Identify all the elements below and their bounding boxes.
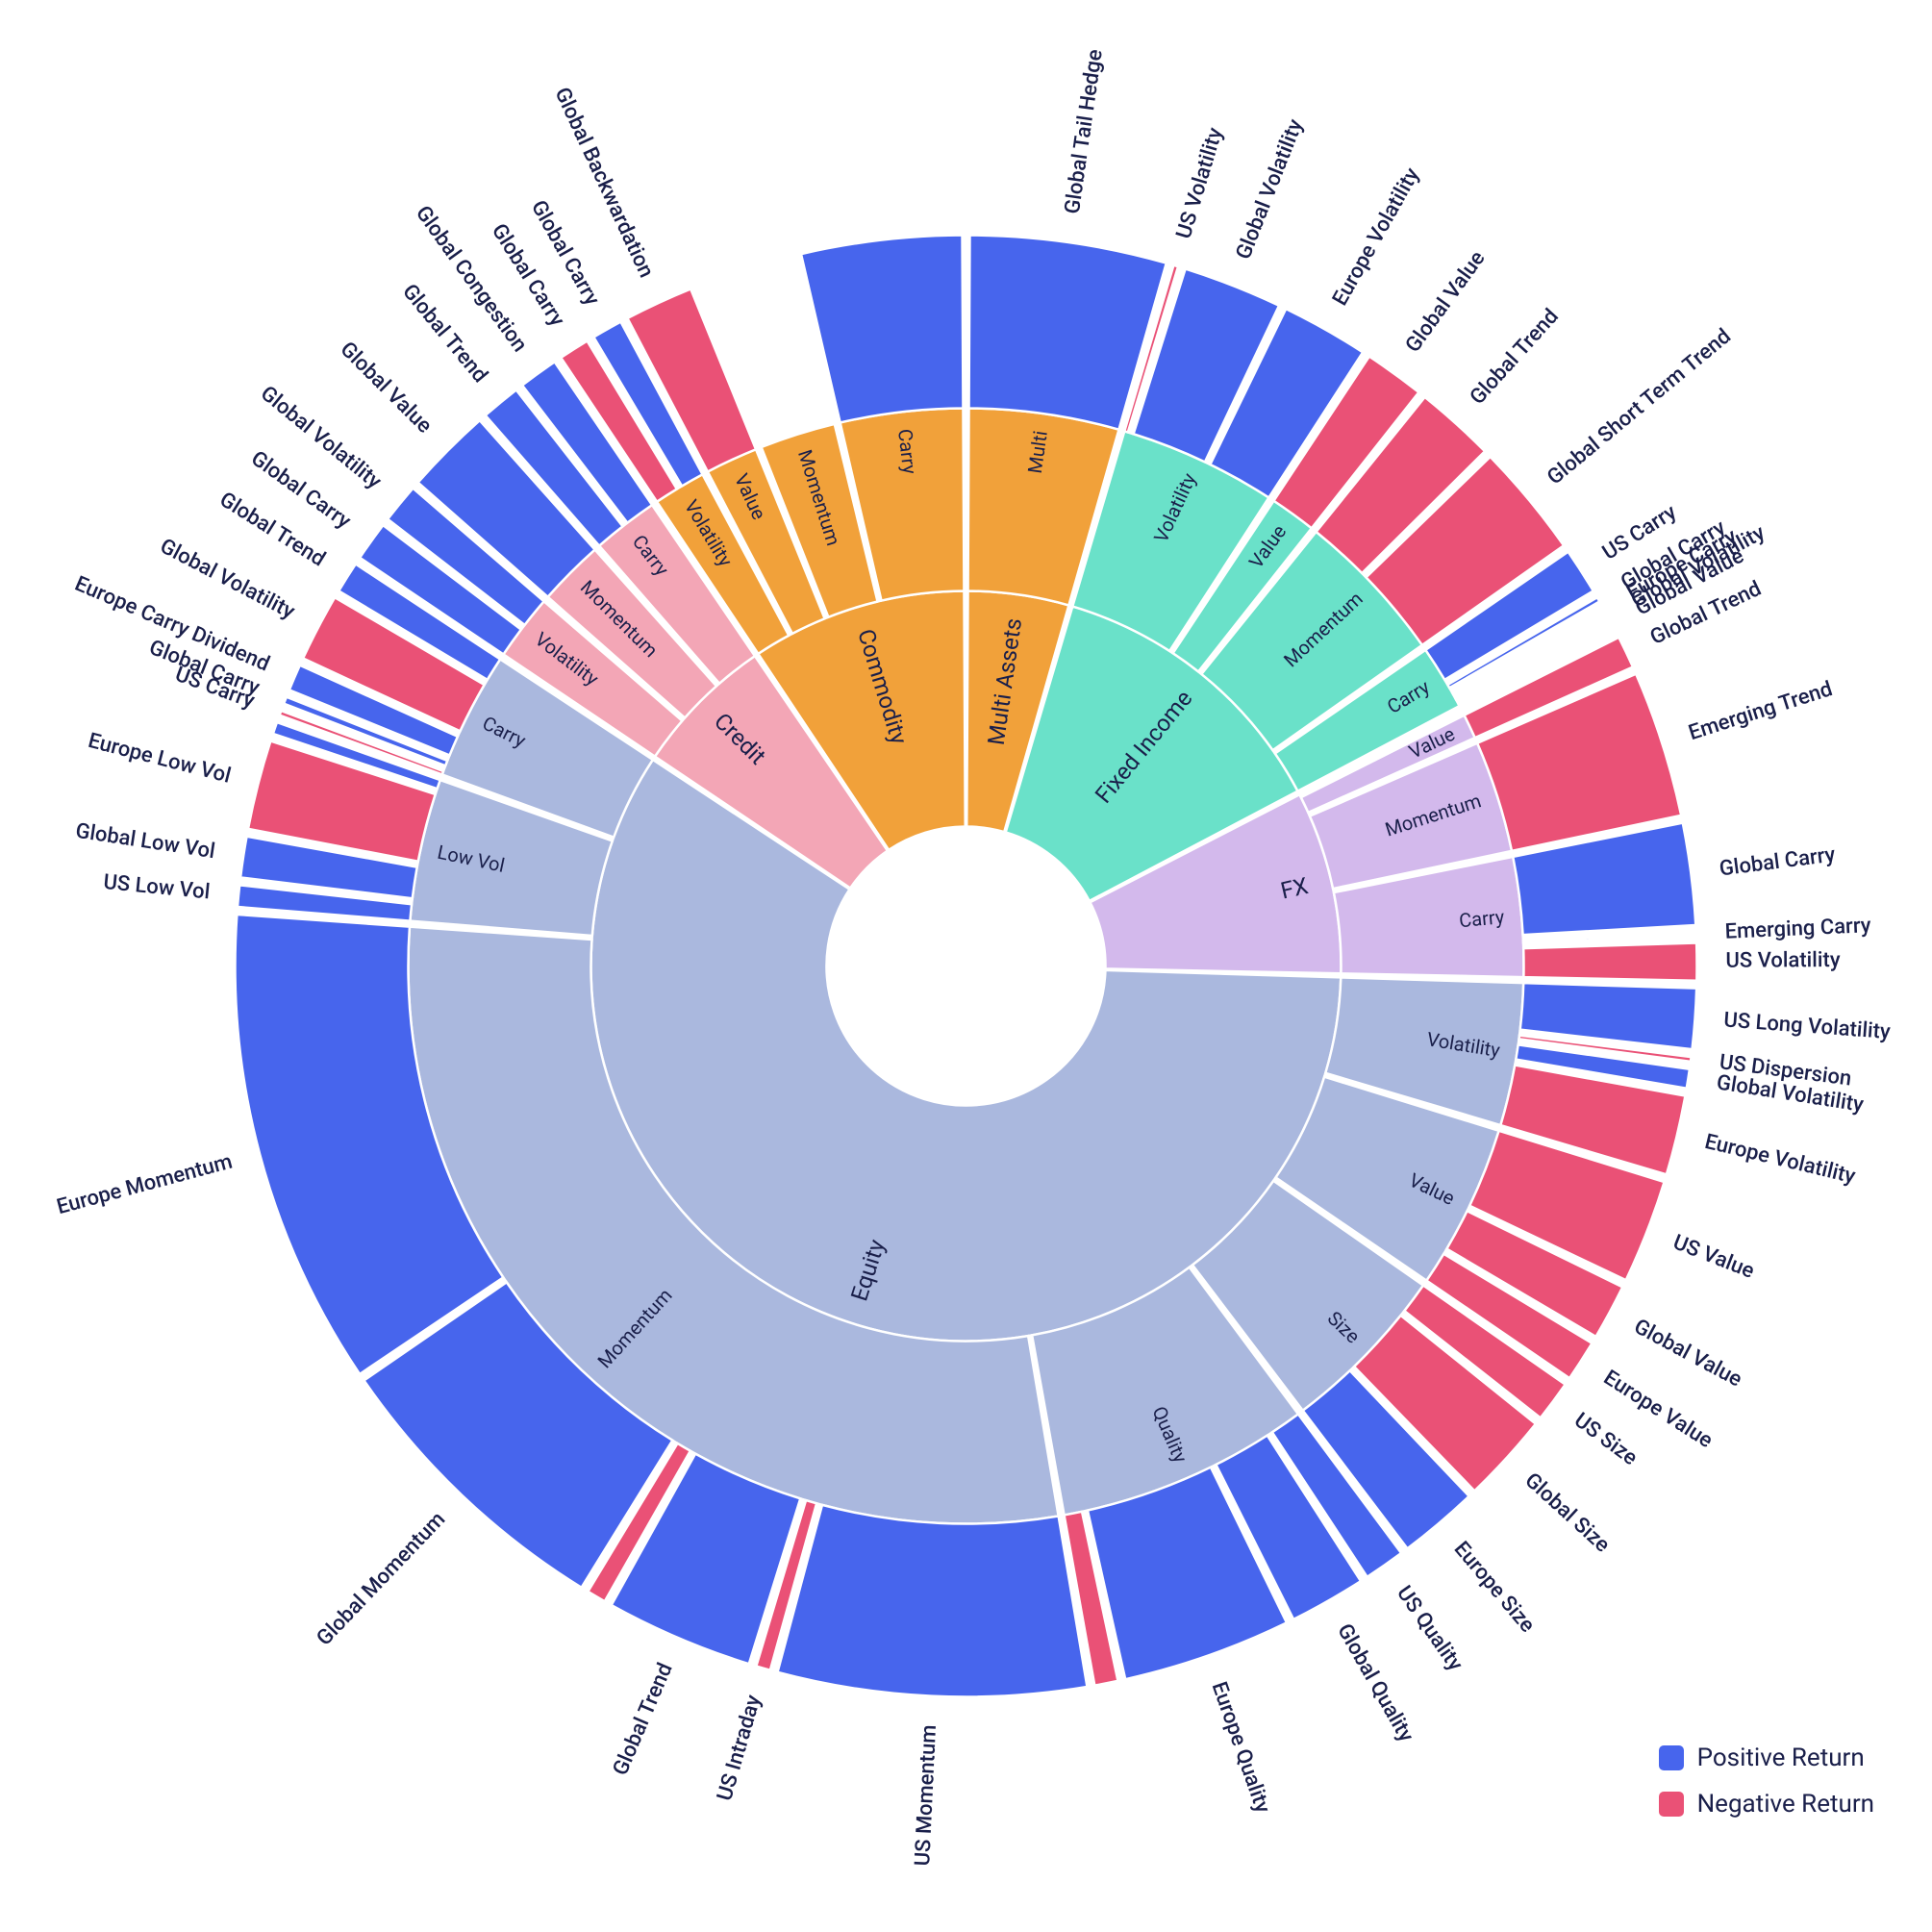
ring3-label: US Volatility (1172, 125, 1228, 241)
ring3-label: US Quality (1392, 1582, 1468, 1676)
ring3-label: Global Volatility (156, 534, 299, 624)
ring3-label: Europe Size (1449, 1537, 1540, 1638)
ring3-label: Global Congestion (411, 202, 532, 357)
ring3-label: Global Trend (609, 1660, 678, 1779)
legend-label-positive: Positive Return (1697, 1744, 1865, 1772)
ring3-label: Global Tail Hedge (1061, 48, 1108, 215)
ring3-label: Global Trend (1466, 305, 1564, 410)
legend-negative: Negative Return (1659, 1790, 1874, 1819)
legend-swatch-positive (1659, 1745, 1684, 1770)
ring3-segment (778, 1505, 1088, 1697)
legend-positive: Positive Return (1659, 1744, 1874, 1772)
ring3-label: Europe Volatility (1328, 163, 1424, 310)
ring3-label: US Volatility (1725, 948, 1840, 973)
ring3-label: Global Value (1630, 1315, 1746, 1393)
ring3-label: US Intraday (713, 1693, 765, 1804)
ring3-label: Global Quality (1332, 1619, 1418, 1746)
ring3-label: US Momentum (911, 1724, 941, 1867)
ring3-label: Emerging Trend (1686, 677, 1836, 745)
ring3-label: Europe Low Vol (86, 729, 233, 789)
ring3-label: US Value (1669, 1230, 1758, 1283)
ring3-label: US Low Vol (102, 870, 211, 905)
ring3-segment (1523, 942, 1696, 980)
ring3-label: Global Low Vol (74, 819, 216, 865)
ring3-label: Global Short Term Trend (1543, 324, 1736, 489)
ring3-label: Emerging Carry (1724, 914, 1871, 944)
legend-label-negative: Negative Return (1697, 1790, 1874, 1819)
ring3-label: Europe Volatility (1702, 1130, 1858, 1189)
sunburst-chart: Multi AssetsFixed IncomeFXEquityCreditCo… (0, 0, 1932, 1932)
ring3-label: US Long Volatility (1723, 1008, 1892, 1044)
legend: Positive Return Negative Return (1659, 1744, 1874, 1836)
ring3-label: Global Momentum (313, 1507, 451, 1650)
legend-swatch-negative (1659, 1792, 1684, 1817)
ring3-label: Global Value (336, 338, 437, 439)
ring3-label: Europe Quality (1207, 1679, 1275, 1817)
ring2-label: Carry (1458, 905, 1506, 932)
ring3-label: Europe Momentum (54, 1150, 235, 1220)
ring3-label: US Size (1569, 1408, 1642, 1470)
ring3-label: Global Carry (1719, 842, 1838, 881)
ring3-label: Global Value (1401, 246, 1491, 357)
ring3-segment (801, 236, 963, 423)
ring3-label: Global Volatility (1232, 115, 1309, 263)
ring3-label: Global Size (1519, 1468, 1614, 1558)
